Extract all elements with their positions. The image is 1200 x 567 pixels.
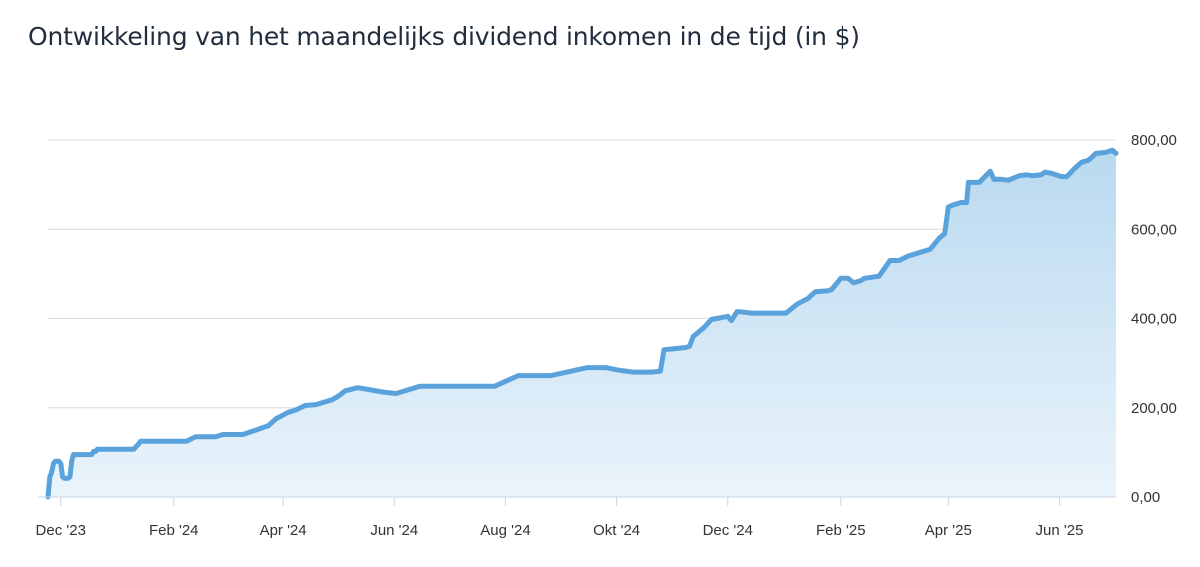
area-fill <box>48 150 1116 498</box>
x-tick-label: Aug '24 <box>480 522 530 539</box>
x-tick-label: Dec '24 <box>703 522 753 539</box>
axes <box>38 496 1116 506</box>
y-tick-label: 0,00 <box>1131 489 1160 506</box>
x-tick-label: Apr '24 <box>260 522 307 539</box>
y-tick-label: 400,00 <box>1131 311 1177 328</box>
y-tick-label: 800,00 <box>1131 132 1177 149</box>
y-tick-label: 200,00 <box>1131 400 1177 417</box>
y-tick-label: 600,00 <box>1131 221 1177 238</box>
x-tick-label: Apr '25 <box>925 522 972 539</box>
x-tick-label: Dec '23 <box>36 522 86 539</box>
x-tick-label: Okt '24 <box>593 522 640 539</box>
x-axis-labels: Dec '23 Feb '24 Apr '24 Jun '24 Aug '24 Okt '… <box>36 522 1084 539</box>
x-tick-label: Feb '25 <box>816 522 866 539</box>
x-tick-label: Jun '25 <box>1036 522 1084 539</box>
series-line <box>45 147 1119 500</box>
x-tick-label: Jun '24 <box>370 522 418 539</box>
x-tick-label: Feb '24 <box>149 522 199 539</box>
y-axis-labels: 0,00 200,00 400,00 600,00 800,00 <box>1131 132 1177 506</box>
chart-title: Ontwikkeling van het maandelijks dividen… <box>28 22 860 51</box>
area-series <box>45 147 1119 500</box>
